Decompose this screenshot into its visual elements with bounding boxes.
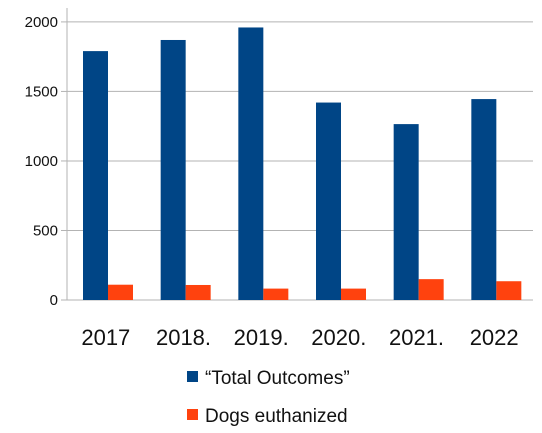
x-tick-label: 2018. <box>156 325 211 350</box>
bar-dogs-euthanized <box>108 284 133 300</box>
y-tick-label: 1500 <box>25 83 58 100</box>
bar-total-outcomes <box>83 51 108 300</box>
bar-dogs-euthanized <box>418 279 444 300</box>
bar-dogs-euthanized <box>185 284 211 300</box>
y-tick-label: 0 <box>50 292 58 309</box>
grid-lines <box>61 8 533 301</box>
legend: “Total Outcomes” Dogs euthanized <box>187 368 350 427</box>
x-tick-label: 2019. <box>234 325 289 350</box>
bar-dogs-euthanized <box>341 288 366 300</box>
x-tick-label: 2020. <box>311 325 366 350</box>
bars <box>83 27 522 300</box>
y-axis-ticks: 0 500 1000 1500 2000 <box>25 14 58 309</box>
bar-dogs-euthanized <box>263 288 289 300</box>
x-tick-label: 2021. <box>389 325 444 350</box>
legend-label: “Total Outcomes” <box>205 368 350 389</box>
legend-label: Dogs euthanized <box>205 406 348 427</box>
legend-swatch <box>187 409 198 420</box>
y-tick-label: 500 <box>33 222 58 239</box>
bar-total-outcomes <box>238 27 264 300</box>
bar-total-outcomes <box>316 102 341 300</box>
legend-swatch <box>187 371 198 382</box>
x-tick-label: 2022 <box>470 325 519 350</box>
bar-total-outcomes <box>160 39 186 300</box>
bar-total-outcomes <box>471 99 497 300</box>
x-axis-ticks: 2017 2018. 2019. 2020. 2021. 2022 <box>81 325 518 350</box>
bar-total-outcomes <box>393 124 419 300</box>
bar-dogs-euthanized <box>496 281 522 300</box>
y-tick-label: 1000 <box>25 153 58 170</box>
x-tick-label: 2017 <box>81 325 130 350</box>
y-tick-label: 2000 <box>25 14 58 31</box>
